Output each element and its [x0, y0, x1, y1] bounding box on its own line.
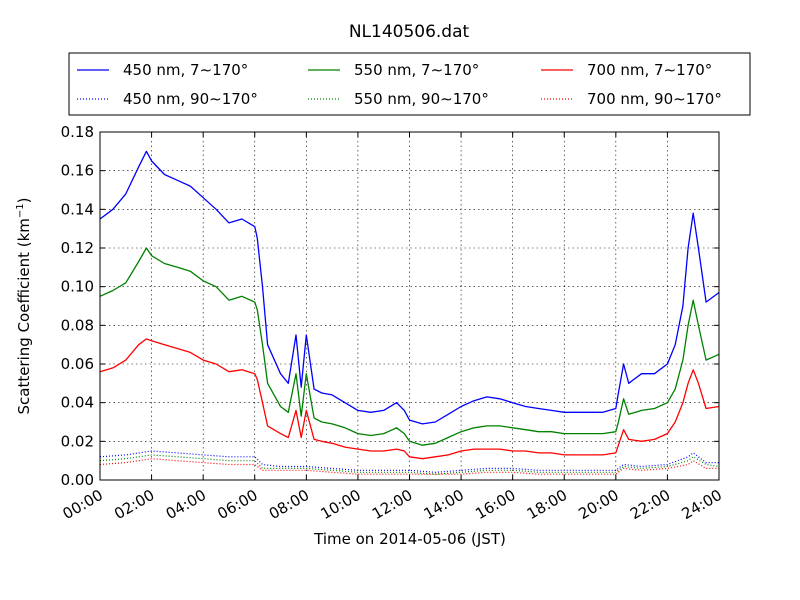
- y-axis-label-sup: −1: [15, 203, 26, 218]
- y-tick-label: 0.12: [61, 239, 94, 257]
- legend: 450 nm, 7∼170° 550 nm, 7∼170° 700 nm, 7∼17…: [68, 52, 751, 116]
- x-tick-label: 14:00: [421, 486, 467, 523]
- x-tick-label: 10:00: [317, 486, 363, 523]
- y-tick-label: 0.00: [61, 471, 94, 489]
- series-line-700-nm-90-170-: [99, 458, 719, 475]
- x-tick-label: 18:00: [524, 486, 570, 523]
- series-line-550-nm-90-170-: [99, 454, 720, 475]
- legend-box: [68, 52, 751, 116]
- y-tick-label: 0.16: [61, 162, 94, 180]
- legend-label: 700 nm, 7∼170°: [587, 61, 712, 79]
- x-axis-label: Time on 2014-05-06 (JST): [313, 530, 506, 548]
- x-tick-label: 20:00: [575, 486, 621, 523]
- y-tick-label: 0.14: [61, 200, 94, 218]
- legend-label: 550 nm, 90∼170°: [354, 90, 489, 108]
- x-tick-label: 02:00: [111, 486, 157, 523]
- legend-label: 450 nm, 90∼170°: [123, 90, 258, 108]
- series-line-550-nm-7-170-: [99, 247, 720, 446]
- legend-label: 700 nm, 90∼170°: [587, 90, 722, 108]
- plot-frame: [100, 132, 719, 480]
- x-tick-label: 22:00: [627, 486, 673, 523]
- x-tick-label: 08:00: [266, 486, 312, 523]
- y-tick-label: 0.18: [61, 123, 94, 141]
- x-tick-label: 00:00: [60, 486, 106, 523]
- series-line-450-nm-7-170-: [99, 150, 720, 425]
- x-tick-label: 12:00: [369, 486, 415, 523]
- y-tick-label: 0.08: [61, 316, 94, 334]
- series-line-700-nm-7-170-: [99, 338, 720, 460]
- chart-title: NL140506.dat: [349, 22, 470, 42]
- series-line-450-nm-90-170-: [99, 450, 719, 473]
- y-tick-label: 0.06: [61, 355, 94, 373]
- x-tick-label: 24:00: [679, 486, 725, 523]
- legend-label: 550 nm, 7∼170°: [354, 61, 479, 79]
- y-axis-label-main: Scattering Coefficient (km: [15, 218, 33, 414]
- x-tick-label: 16:00: [472, 486, 518, 523]
- legend-label: 450 nm, 7∼170°: [123, 61, 248, 79]
- y-tick-label: 0.02: [61, 432, 94, 450]
- y-tick-label: 0.04: [61, 394, 94, 412]
- y-axis-label-close: ): [15, 197, 33, 203]
- plot-area: 00:00 02:00 04:00 06:00 08:00 10:00 12:00 14:00…: [60, 123, 725, 523]
- y-axis-label: Scattering Coefficient (km−1): [15, 197, 33, 414]
- x-tick-label: 06:00: [214, 486, 260, 523]
- y-tick-label: 0.10: [61, 278, 94, 296]
- x-tick-label: 04:00: [163, 486, 209, 523]
